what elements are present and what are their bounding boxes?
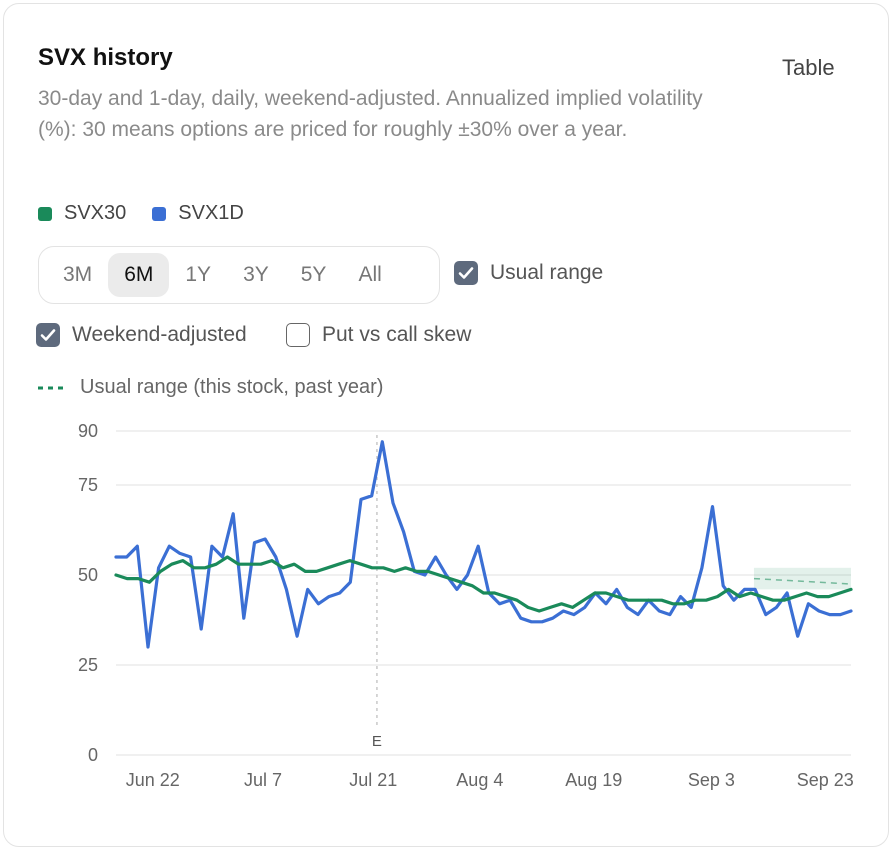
usual-range-toggle[interactable]: Usual range: [454, 261, 603, 285]
event-marker-label: E: [372, 733, 382, 750]
series-line-svx30: [114, 555, 853, 613]
x-tick-label: Sep 3: [688, 770, 735, 790]
range-button-5y[interactable]: 5Y: [300, 263, 327, 286]
y-tick-label: 50: [78, 565, 98, 585]
usual-range-midline: [753, 577, 852, 585]
weekend-adjusted-label: Weekend-adjusted: [72, 323, 247, 346]
x-tick-label: Jul 21: [349, 770, 397, 790]
x-tick-label: Aug 19: [565, 770, 622, 790]
range-button-1y[interactable]: 1Y: [185, 263, 212, 286]
checkmark-icon: [40, 329, 56, 341]
legend-label-svx1d: SVX1D: [178, 202, 244, 224]
skew-toggle[interactable]: Put vs call skew: [286, 323, 471, 347]
usual-range-band: [753, 567, 851, 590]
series-line-svx1d: [114, 440, 853, 649]
weekend-adjusted-toggle[interactable]: Weekend-adjusted: [36, 323, 247, 347]
weekend-adjusted-checkbox[interactable]: [36, 323, 60, 347]
x-tick-label: Jun 22: [126, 770, 180, 790]
legend-swatch-svx1d: [152, 206, 167, 221]
legend-item-svx1d: SVX1D: [152, 202, 244, 225]
usual-range-checkbox[interactable]: [454, 261, 478, 285]
y-tick-label: 25: [78, 655, 98, 675]
x-tick-label: Aug 4: [456, 770, 503, 790]
y-tick-label: 75: [78, 475, 98, 495]
volatility-line-chart: 0 25 50 75 90 Jun 22 Jul 7 Jul 21 Aug 4 Aug 19 Sep…: [78, 421, 854, 790]
range-button-all[interactable]: All: [358, 263, 382, 286]
usual-range-label: Usual range: [490, 261, 604, 284]
card-title: SVX history: [38, 44, 173, 71]
chart-card: SVX history Table 30-day and 1-day, dail…: [3, 3, 889, 847]
table-view-button[interactable]: Table: [782, 55, 835, 80]
legend-item-svx30: SVX30: [38, 202, 126, 225]
checkmark-icon: [458, 267, 474, 279]
legend-swatch-svx30: [38, 206, 52, 221]
skew-label: Put vs call skew: [322, 323, 472, 346]
x-tick-label: Sep 23: [797, 770, 854, 790]
legend-label-svx30: SVX30: [64, 202, 127, 224]
y-tick-label: 90: [78, 421, 98, 441]
y-tick-label: 0: [88, 745, 98, 765]
range-button-6m[interactable]: 6M: [108, 253, 170, 297]
card-subtitle: 30-day and 1-day, daily, weekend-adjuste…: [38, 87, 703, 141]
usual-range-note-label: Usual range (this stock, past year): [80, 376, 384, 398]
time-range-selector: 3M 6M 1Y 3Y 5Y All: [38, 246, 440, 304]
chart-legend: SVX30 SVX1D: [38, 202, 244, 225]
range-button-3y[interactable]: 3Y: [243, 263, 269, 286]
range-button-3m[interactable]: 3M: [63, 263, 93, 286]
x-tick-label: Jul 7: [244, 770, 282, 790]
dashed-line-icon: [38, 386, 68, 389]
usual-range-note: Usual range (this stock, past year): [38, 376, 383, 399]
skew-checkbox[interactable]: [286, 323, 310, 347]
